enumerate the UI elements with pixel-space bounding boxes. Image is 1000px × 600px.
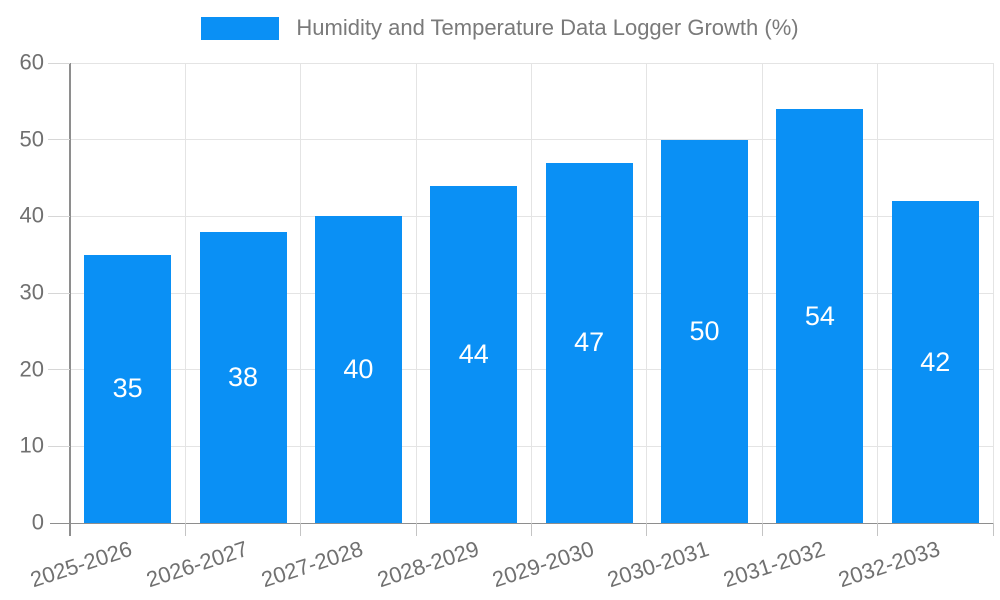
bar-value-label: 35 bbox=[112, 373, 143, 404]
bar-value-label: 40 bbox=[343, 354, 374, 385]
y-axis-tick bbox=[48, 292, 70, 294]
y-axis-tick-label: 60 bbox=[19, 49, 44, 75]
y-axis-tick bbox=[48, 369, 70, 371]
x-axis-tick bbox=[531, 523, 532, 536]
x-axis-line bbox=[50, 522, 993, 524]
bar-value-label: 44 bbox=[458, 338, 489, 369]
gridline-vertical bbox=[761, 63, 763, 523]
x-axis-tick-label: 2028-2029 bbox=[373, 536, 482, 593]
bar: 42 bbox=[891, 201, 979, 523]
x-axis-tick bbox=[992, 523, 994, 536]
y-axis-tick-label: 40 bbox=[19, 202, 44, 228]
x-axis-tick-label: 2027-2028 bbox=[258, 536, 367, 593]
y-axis-tick-label: 10 bbox=[19, 432, 44, 458]
bar: 35 bbox=[84, 254, 172, 523]
y-axis-tick-label: 30 bbox=[19, 279, 44, 305]
y-axis-tick bbox=[48, 215, 70, 217]
x-axis-tick-label: 2029-2030 bbox=[489, 536, 597, 593]
chart-legend[interactable]: Humidity and Temperature Data Logger Gro… bbox=[0, 10, 1000, 46]
y-axis-line bbox=[69, 63, 71, 536]
y-axis-tick-label: 50 bbox=[19, 126, 44, 152]
plot-area: 35 38 40 44 47 50 54 42 bbox=[70, 62, 994, 523]
gridline-vertical bbox=[877, 63, 879, 523]
gridline-vertical bbox=[646, 63, 648, 523]
bar-value-label: 47 bbox=[574, 327, 605, 358]
x-axis-tick bbox=[184, 523, 186, 536]
x-axis-tick-label: 2031-2032 bbox=[719, 536, 828, 593]
bar: 47 bbox=[545, 162, 633, 523]
y-axis-tick bbox=[48, 139, 70, 141]
bar-value-label: 54 bbox=[804, 300, 835, 331]
bar-value-label: 38 bbox=[228, 361, 259, 392]
bar-value-label: 50 bbox=[689, 315, 720, 346]
gridline-vertical bbox=[992, 63, 994, 523]
gridline-vertical bbox=[300, 63, 302, 523]
x-axis-tick bbox=[877, 523, 879, 536]
x-axis-tick-label: 2030-2031 bbox=[604, 536, 713, 593]
y-axis-tick-label: 20 bbox=[19, 356, 44, 382]
legend-label: Humidity and Temperature Data Logger Gro… bbox=[296, 15, 799, 40]
gridline-vertical bbox=[531, 63, 532, 523]
x-axis-tick bbox=[646, 523, 648, 536]
bar: 54 bbox=[776, 109, 864, 523]
x-axis-tick-label: 2025-2026 bbox=[27, 536, 136, 593]
bar: 38 bbox=[199, 231, 287, 523]
legend-swatch bbox=[201, 16, 280, 40]
gridline-vertical bbox=[184, 63, 186, 523]
y-axis-tick bbox=[48, 445, 70, 447]
bar-value-label: 42 bbox=[920, 346, 951, 377]
bar: 44 bbox=[430, 185, 518, 523]
x-axis-tick bbox=[300, 523, 302, 536]
gridline-vertical bbox=[415, 63, 417, 523]
x-axis-tick bbox=[761, 523, 763, 536]
y-axis-tick-label: 0 bbox=[31, 509, 44, 535]
y-axis-tick bbox=[48, 62, 70, 64]
bar: 50 bbox=[661, 139, 749, 523]
x-axis-tick-label: 2032-2033 bbox=[835, 536, 944, 593]
x-axis-tick bbox=[415, 523, 417, 536]
bar: 40 bbox=[314, 216, 402, 523]
x-axis-tick-label: 2026-2027 bbox=[142, 536, 251, 593]
